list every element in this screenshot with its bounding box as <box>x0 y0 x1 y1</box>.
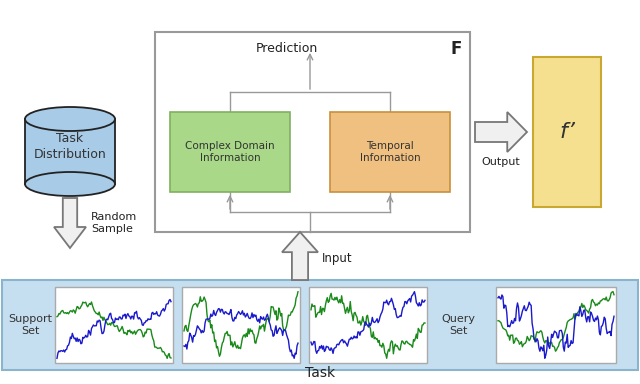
Text: Random
Sample: Random Sample <box>91 212 137 234</box>
Bar <box>330 112 450 192</box>
Polygon shape <box>282 232 318 280</box>
Text: Support
Set: Support Set <box>8 314 52 336</box>
Polygon shape <box>475 112 527 152</box>
Text: Task
Distribution: Task Distribution <box>34 132 106 161</box>
Bar <box>55 287 173 363</box>
Ellipse shape <box>25 172 115 196</box>
Text: Input: Input <box>322 252 353 265</box>
FancyBboxPatch shape <box>25 119 115 184</box>
Ellipse shape <box>25 107 115 131</box>
Text: Complex Domain
Information: Complex Domain Information <box>185 141 275 163</box>
Text: Temporal
Information: Temporal Information <box>360 141 420 163</box>
Text: Task: Task <box>305 366 335 380</box>
Bar <box>155 32 470 232</box>
Bar <box>170 112 290 192</box>
Text: F: F <box>451 40 462 58</box>
Text: Prediction: Prediction <box>256 42 319 55</box>
Text: Query
Set: Query Set <box>441 314 475 336</box>
Bar <box>182 287 300 363</box>
Text: f’: f’ <box>559 122 575 142</box>
Bar <box>496 287 616 363</box>
Polygon shape <box>54 198 86 248</box>
Bar <box>533 57 601 207</box>
Text: Output: Output <box>482 157 520 167</box>
Bar <box>309 287 427 363</box>
Bar <box>2 280 638 370</box>
